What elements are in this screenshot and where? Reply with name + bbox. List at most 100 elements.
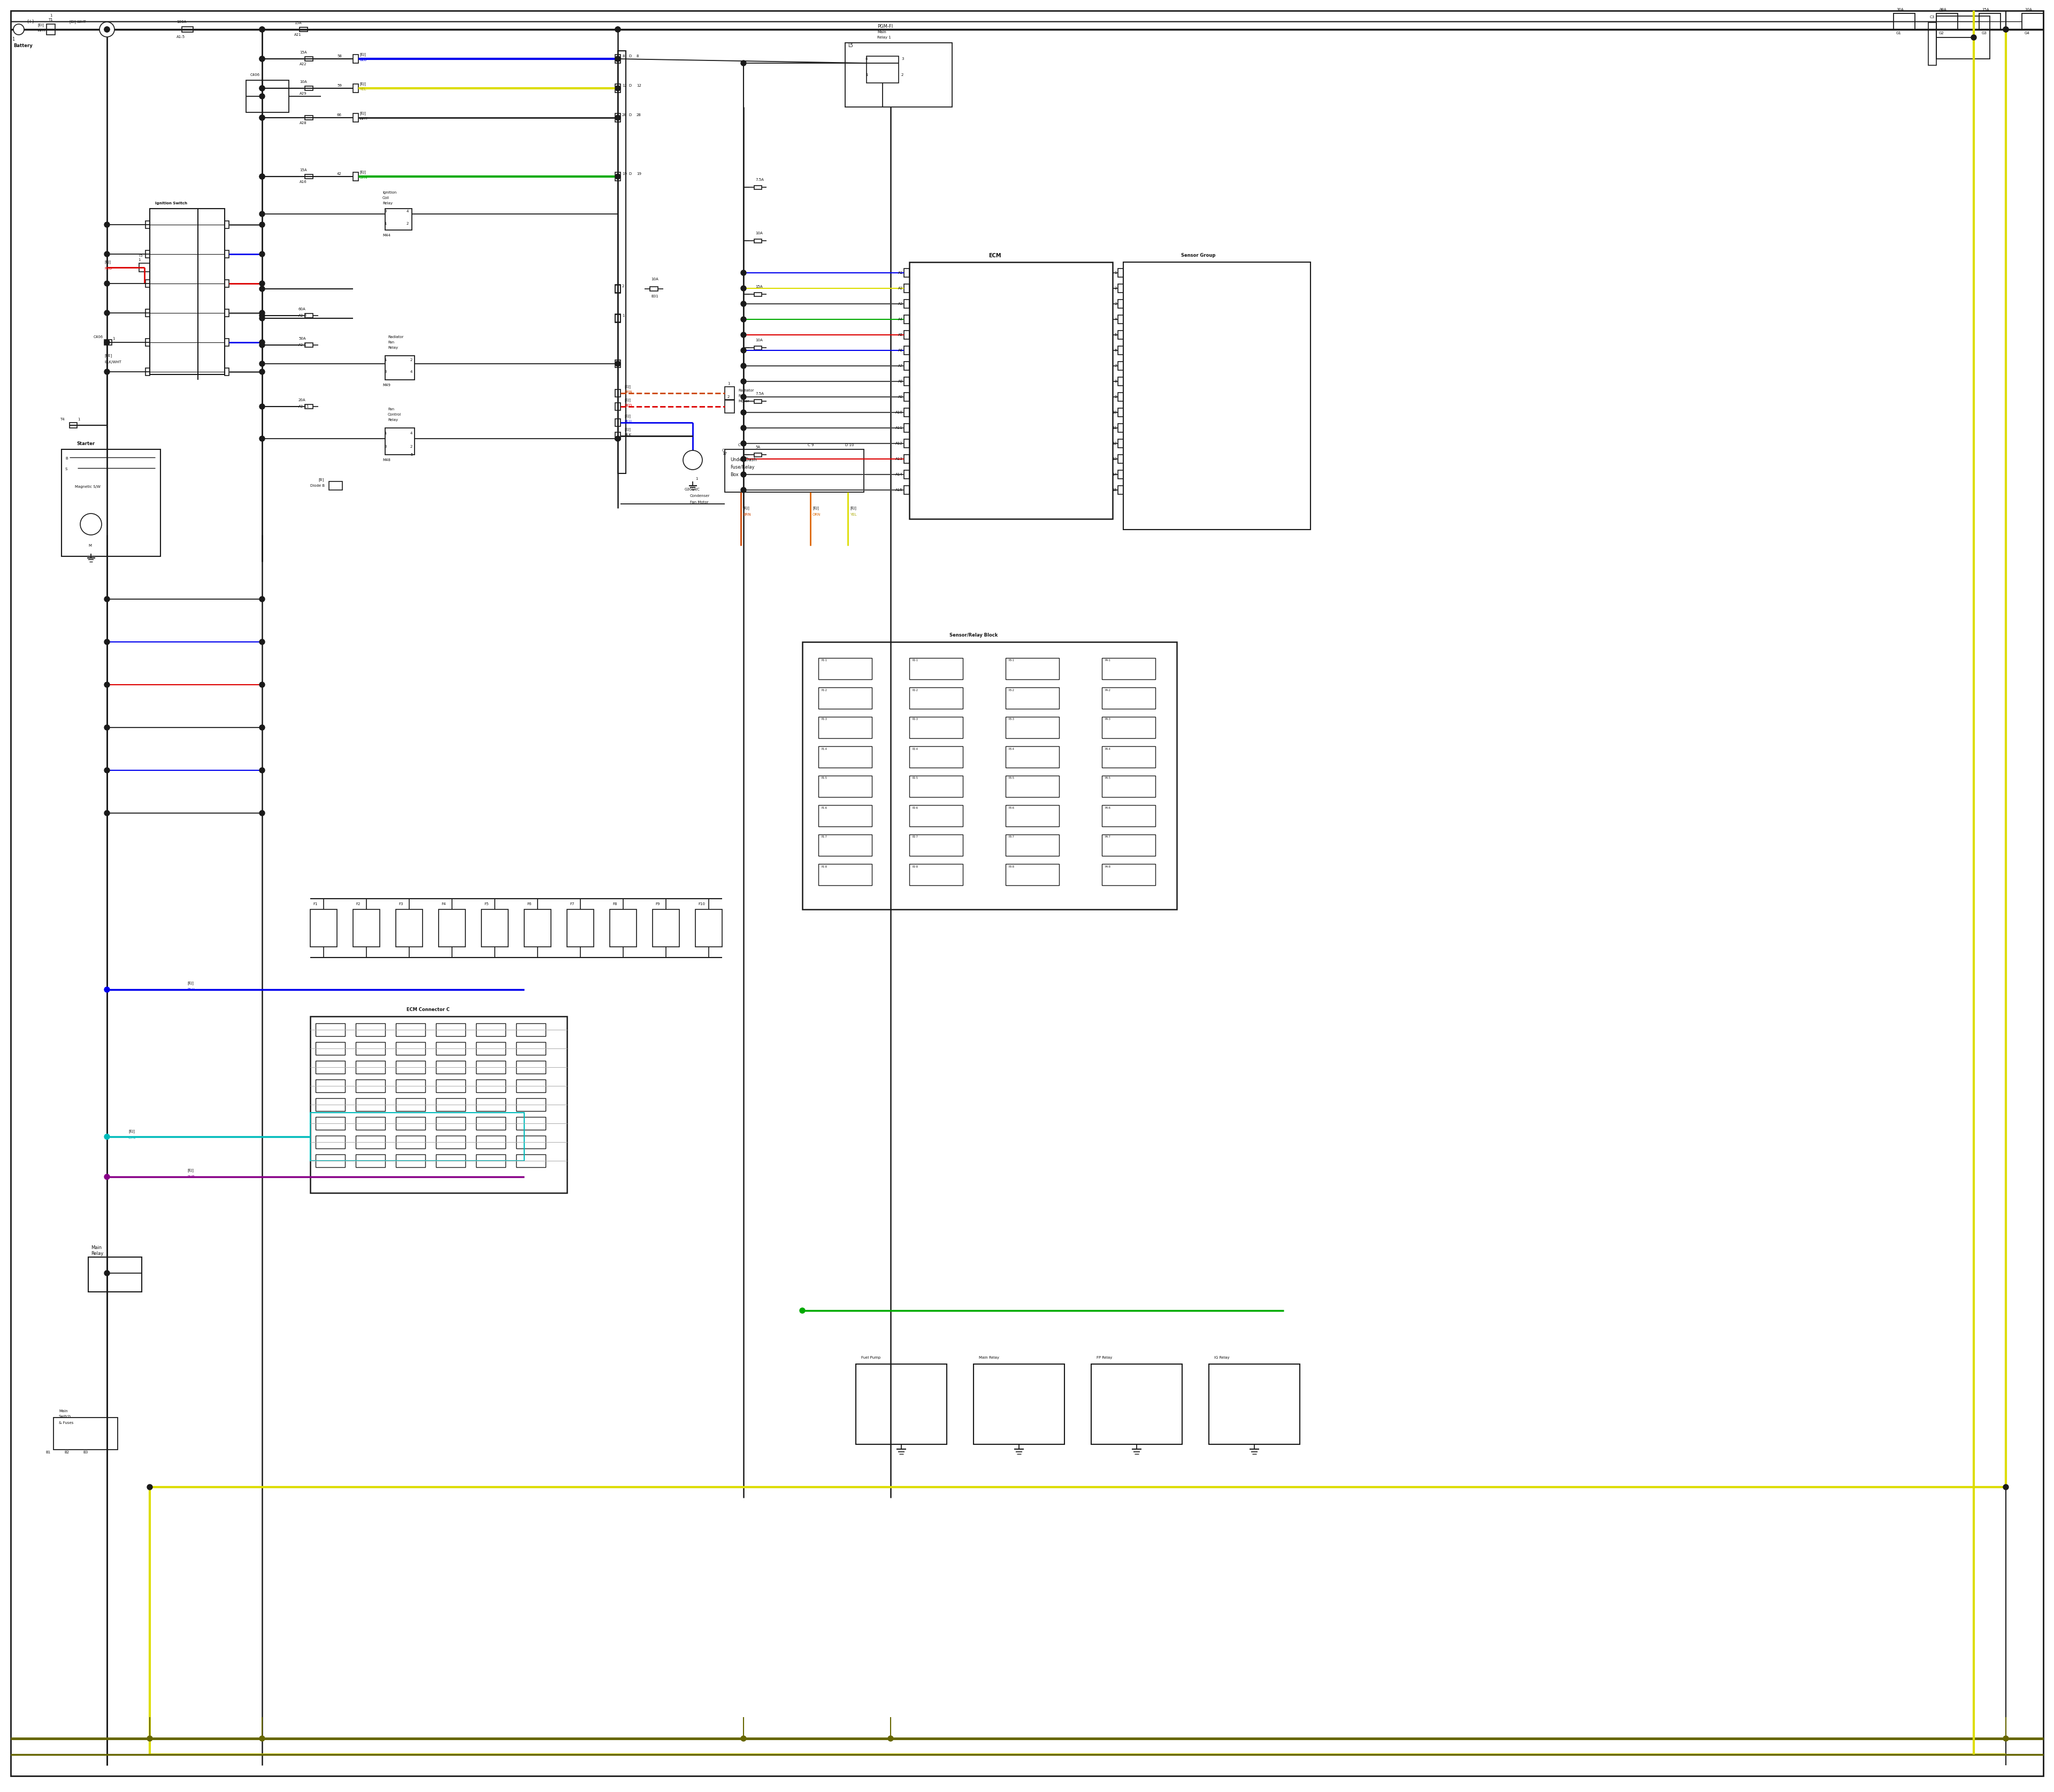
Bar — [817, 658, 871, 679]
Text: A13: A13 — [896, 457, 904, 461]
Text: YEL: YEL — [850, 513, 857, 516]
Bar — [224, 310, 228, 317]
Bar — [435, 1041, 466, 1055]
Circle shape — [259, 597, 265, 602]
Circle shape — [259, 767, 265, 772]
Bar — [316, 1023, 345, 1036]
Text: C3: C3 — [1931, 16, 1935, 18]
Bar — [70, 423, 78, 428]
Circle shape — [148, 1736, 152, 1742]
Bar — [1117, 376, 1124, 385]
Text: P2-6: P2-6 — [912, 806, 918, 808]
Text: P1-3: P1-3 — [822, 719, 828, 720]
Text: F3: F3 — [398, 903, 403, 905]
Text: P1-1: P1-1 — [822, 659, 828, 661]
Circle shape — [684, 450, 702, 470]
Text: G4: G4 — [2025, 32, 2029, 34]
Bar — [904, 455, 910, 464]
Circle shape — [741, 285, 746, 290]
Text: F7: F7 — [569, 903, 575, 905]
Bar — [817, 717, 871, 738]
Bar — [481, 909, 507, 946]
Text: 2: 2 — [411, 444, 413, 448]
Bar — [1210, 1364, 1300, 1444]
Bar — [696, 909, 723, 946]
Text: A14: A14 — [896, 473, 904, 477]
Text: 12: 12 — [622, 84, 626, 88]
Bar — [725, 400, 735, 412]
Bar — [1101, 864, 1154, 885]
Bar — [1117, 439, 1124, 448]
Bar — [653, 909, 680, 946]
Circle shape — [614, 435, 620, 441]
Text: 4: 4 — [411, 371, 413, 373]
Bar — [1117, 455, 1124, 464]
Text: Condenser: Condenser — [690, 495, 711, 498]
Text: P4-4: P4-4 — [1105, 747, 1111, 751]
Text: Relay: Relay — [382, 202, 392, 204]
Bar — [614, 419, 620, 426]
Bar — [614, 314, 620, 323]
Text: Motor: Motor — [737, 400, 750, 403]
Bar — [246, 81, 290, 113]
Bar — [614, 315, 620, 323]
Text: 1: 1 — [12, 36, 14, 41]
Bar — [904, 362, 910, 371]
Bar — [1091, 1364, 1183, 1444]
Bar — [649, 287, 657, 290]
Text: P2-1: P2-1 — [912, 659, 918, 661]
Text: [EJ]: [EJ] — [624, 398, 631, 401]
Circle shape — [259, 56, 265, 61]
Bar — [396, 1136, 425, 1149]
Bar — [910, 262, 1113, 520]
Text: B3: B3 — [82, 1452, 88, 1453]
Bar — [754, 238, 762, 242]
Text: WHT: WHT — [359, 116, 368, 120]
Circle shape — [259, 93, 265, 99]
Text: 3: 3 — [384, 444, 386, 448]
Bar — [567, 909, 594, 946]
Text: 50A: 50A — [298, 337, 306, 340]
Bar — [355, 1079, 386, 1093]
Circle shape — [105, 987, 109, 993]
Text: A4: A4 — [898, 317, 904, 321]
Circle shape — [259, 683, 265, 688]
Bar — [355, 1098, 386, 1111]
Bar — [1117, 285, 1124, 292]
Bar — [1894, 13, 1914, 29]
Bar — [435, 1023, 466, 1036]
Bar — [754, 185, 762, 190]
Circle shape — [259, 287, 265, 292]
Bar — [614, 285, 620, 292]
Text: 60A: 60A — [298, 308, 306, 310]
Circle shape — [741, 410, 746, 416]
Text: PUR: PUR — [187, 1176, 195, 1179]
Bar — [910, 745, 963, 767]
Bar — [1101, 776, 1154, 797]
Text: P3-4: P3-4 — [1009, 747, 1015, 751]
Bar — [1101, 717, 1154, 738]
Bar — [910, 835, 963, 857]
Text: Coil: Coil — [382, 197, 390, 199]
Text: A22: A22 — [300, 63, 306, 66]
Bar — [614, 285, 620, 294]
Bar — [904, 423, 910, 432]
Bar — [140, 263, 150, 272]
Bar — [224, 251, 228, 258]
Text: F2: F2 — [355, 903, 359, 905]
Bar — [516, 1079, 546, 1093]
Circle shape — [259, 310, 265, 315]
Bar — [1937, 13, 1957, 29]
Circle shape — [259, 340, 265, 346]
Text: 12: 12 — [1111, 443, 1117, 444]
Circle shape — [799, 1308, 805, 1314]
Text: A21: A21 — [294, 34, 302, 36]
Text: D: D — [629, 54, 631, 57]
Bar — [1101, 658, 1154, 679]
Text: 28: 28 — [637, 113, 641, 116]
Bar — [614, 84, 620, 93]
Text: [EJ]: [EJ] — [359, 82, 366, 86]
Bar — [1929, 23, 1937, 65]
Text: BRN: BRN — [744, 513, 752, 516]
Text: 10: 10 — [1111, 410, 1117, 414]
